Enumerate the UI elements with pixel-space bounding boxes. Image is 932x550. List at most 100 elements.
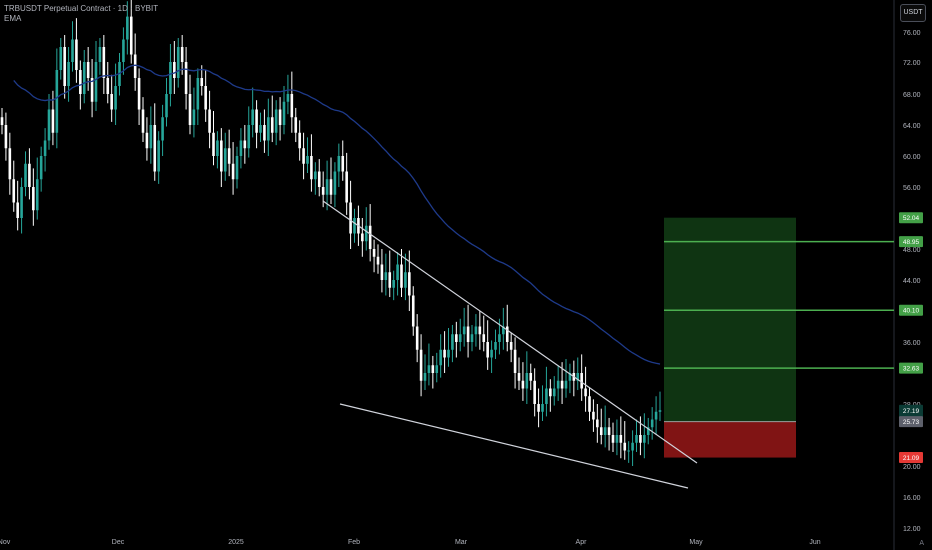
candle-body <box>0 117 4 125</box>
price-tick-label: 44.00 <box>903 278 921 285</box>
candle-body <box>423 373 427 381</box>
candle-body <box>490 349 493 358</box>
candle-body <box>631 442 634 451</box>
price-tick-label: 64.00 <box>903 123 921 130</box>
candle-body <box>643 435 646 443</box>
candle-body <box>16 202 19 218</box>
time-tick-label: Nov <box>0 539 11 546</box>
candle-body <box>556 380 560 389</box>
candle-body <box>137 78 141 110</box>
price-label-text: 21.09 <box>903 455 920 462</box>
candle-body <box>317 171 321 187</box>
candle-body <box>482 334 486 342</box>
price-label-stop-loss: 21.09 <box>899 452 923 464</box>
candle-body <box>349 202 352 234</box>
candle-body <box>564 380 568 389</box>
candle-body <box>12 179 16 203</box>
candle-body <box>368 225 372 249</box>
candle-body <box>603 427 607 435</box>
price-label-target-2: 48.95 <box>899 236 923 248</box>
candle-body <box>122 39 125 62</box>
candle-body <box>596 419 599 428</box>
candle-body <box>353 218 356 234</box>
price-tick-label: 72.00 <box>903 60 921 67</box>
auto-scale-button[interactable]: A <box>919 540 924 547</box>
price-tick-label: 60.00 <box>903 154 921 161</box>
currency-unit-button[interactable]: USDT <box>900 4 926 22</box>
candle-body <box>173 62 176 78</box>
candle-body <box>67 62 70 86</box>
price-tick-label: 76.00 <box>903 30 921 37</box>
candle-body <box>208 109 211 133</box>
candle-body <box>184 62 188 94</box>
candle-body <box>235 156 239 180</box>
time-tick-label: Feb <box>348 539 360 546</box>
candle-body <box>302 148 305 164</box>
candle-body <box>102 47 106 78</box>
candle-body <box>502 326 505 335</box>
candle-body <box>75 39 78 70</box>
candle-body <box>521 380 525 389</box>
candle-body <box>86 62 90 78</box>
candle-body <box>435 365 439 373</box>
candle-body <box>439 349 442 366</box>
candle-body <box>458 334 462 342</box>
price-label-target-3: 52.04 <box>899 212 923 224</box>
candle-body <box>341 156 345 172</box>
candle-body <box>282 101 286 125</box>
price-tick-label: 56.00 <box>903 185 921 192</box>
candle-body <box>623 442 627 451</box>
candle-body <box>255 109 258 133</box>
candle-body <box>8 148 12 180</box>
candle-body <box>321 187 325 195</box>
profit-zone <box>664 217 796 422</box>
candle-body <box>486 342 489 358</box>
candle-body <box>494 342 497 350</box>
candle-body <box>478 326 482 335</box>
candle-body <box>126 16 129 40</box>
price-tick-label: 12.00 <box>903 526 921 533</box>
candle-body <box>329 179 333 195</box>
candle-body <box>552 388 556 397</box>
candle-body <box>396 264 399 280</box>
candle-body <box>169 62 172 94</box>
candle-body <box>541 404 544 412</box>
price-label-text: 27.19 <box>903 408 920 415</box>
candle-body <box>658 410 662 412</box>
candle-body <box>270 117 274 133</box>
candle-body <box>267 117 270 141</box>
candle-body <box>79 70 82 94</box>
loss-zone <box>664 421 796 458</box>
candle-body <box>204 86 207 110</box>
candle-body <box>212 132 215 156</box>
candle-body <box>380 264 384 280</box>
candle-body <box>529 373 533 381</box>
price-label-box <box>899 236 923 248</box>
candle-body <box>400 264 403 288</box>
candle-body <box>443 349 446 358</box>
candle-body <box>646 427 650 435</box>
candle-body <box>611 435 615 443</box>
candle-body <box>294 117 298 133</box>
candle-body <box>376 256 380 265</box>
candle-body <box>20 187 23 218</box>
candle-body <box>129 16 133 55</box>
candle-body <box>82 62 86 94</box>
candle-body <box>654 411 658 420</box>
symbol-title[interactable]: TRBUSDT Perpetual Contract · 1D · BYBIT <box>4 4 159 13</box>
candle-body <box>192 109 196 125</box>
candle-body <box>584 388 587 397</box>
price-label-text: 48.95 <box>903 239 920 246</box>
candle-body <box>392 280 395 288</box>
candle-body <box>200 78 204 86</box>
candle-body <box>408 272 411 296</box>
candle-body <box>259 125 262 133</box>
price-label-box <box>899 304 923 316</box>
candle-body <box>145 132 149 149</box>
candle-body <box>533 380 536 404</box>
candle-body <box>165 94 168 118</box>
ema-indicator-label[interactable]: EMA <box>4 14 22 23</box>
candle-body <box>615 435 619 443</box>
chart-legend: TRBUSDT Perpetual Contract · 1D · BYBIT … <box>4 4 158 24</box>
